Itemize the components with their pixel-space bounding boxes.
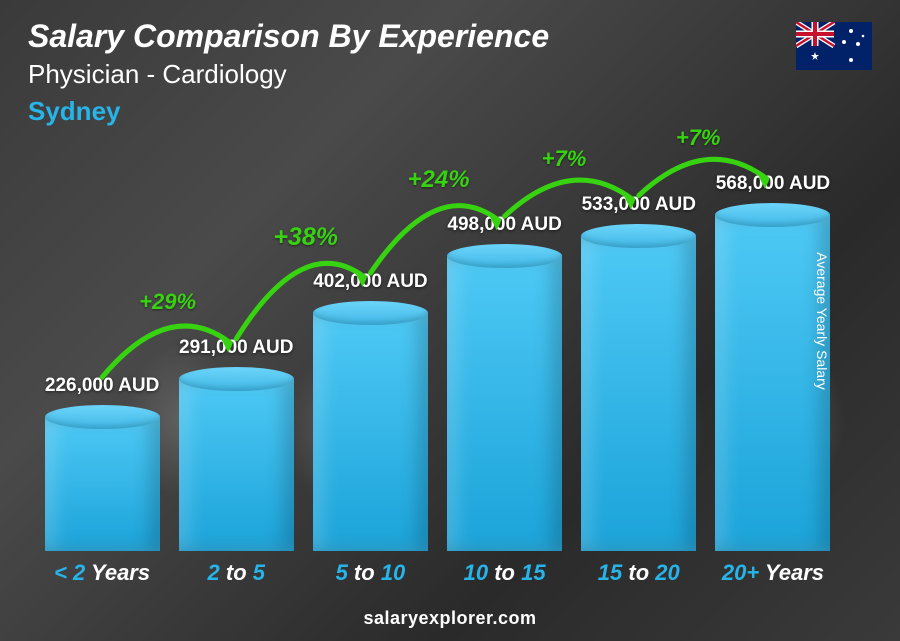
bar-group: 291,000 AUD [169,140,303,551]
bar [581,236,696,551]
pct-increase-label: +24% [408,166,470,194]
bar-group: 498,000 AUD [438,140,572,551]
bar-cap [581,224,696,248]
bar-cap [715,203,830,227]
header: Salary Comparison By Experience Physicia… [28,18,549,127]
x-axis-label: 5 to 10 [303,560,437,586]
footer-source: salaryexplorer.com [0,608,900,629]
chart-title: Salary Comparison By Experience [28,18,549,55]
bar-cap [313,301,428,325]
pct-increase-label: +7% [676,125,721,151]
bar-value-label: 402,000 AUD [313,271,427,293]
bar-value-label: 568,000 AUD [716,173,830,195]
x-axis-labels: < 2 Years2 to 55 to 1010 to 1515 to 2020… [35,560,840,586]
x-axis-label: 2 to 5 [169,560,303,586]
chart-subtitle: Physician - Cardiology [28,59,549,90]
bar-value-label: 226,000 AUD [45,375,159,397]
bar-value-label: 291,000 AUD [179,337,293,359]
x-axis-label: 10 to 15 [438,560,572,586]
x-axis-label: 15 to 20 [572,560,706,586]
australia-flag-icon [796,22,872,70]
bar-group: 402,000 AUD [303,140,437,551]
bar-cap [447,244,562,268]
chart-city: Sydney [28,96,549,127]
bar-cap [45,405,160,429]
bar-value-label: 533,000 AUD [582,194,696,216]
pct-increase-label: +7% [542,146,587,172]
chart-area: 226,000 AUD 291,000 AUD 402,000 AUD 498,000… [35,140,840,551]
bar [179,379,294,551]
x-axis-label: 20+ Years [706,560,840,586]
pct-increase-label: +29% [139,289,196,315]
bar-cap [179,367,294,391]
pct-increase-label: +38% [273,223,338,252]
bar [447,256,562,551]
bar [313,313,428,551]
y-axis-label: Average Yearly Salary [813,252,829,390]
bar-group: 226,000 AUD [35,140,169,551]
bar [45,417,160,551]
x-axis-label: < 2 Years [35,560,169,586]
bar-value-label: 498,000 AUD [447,214,561,236]
bar-group: 533,000 AUD [572,140,706,551]
